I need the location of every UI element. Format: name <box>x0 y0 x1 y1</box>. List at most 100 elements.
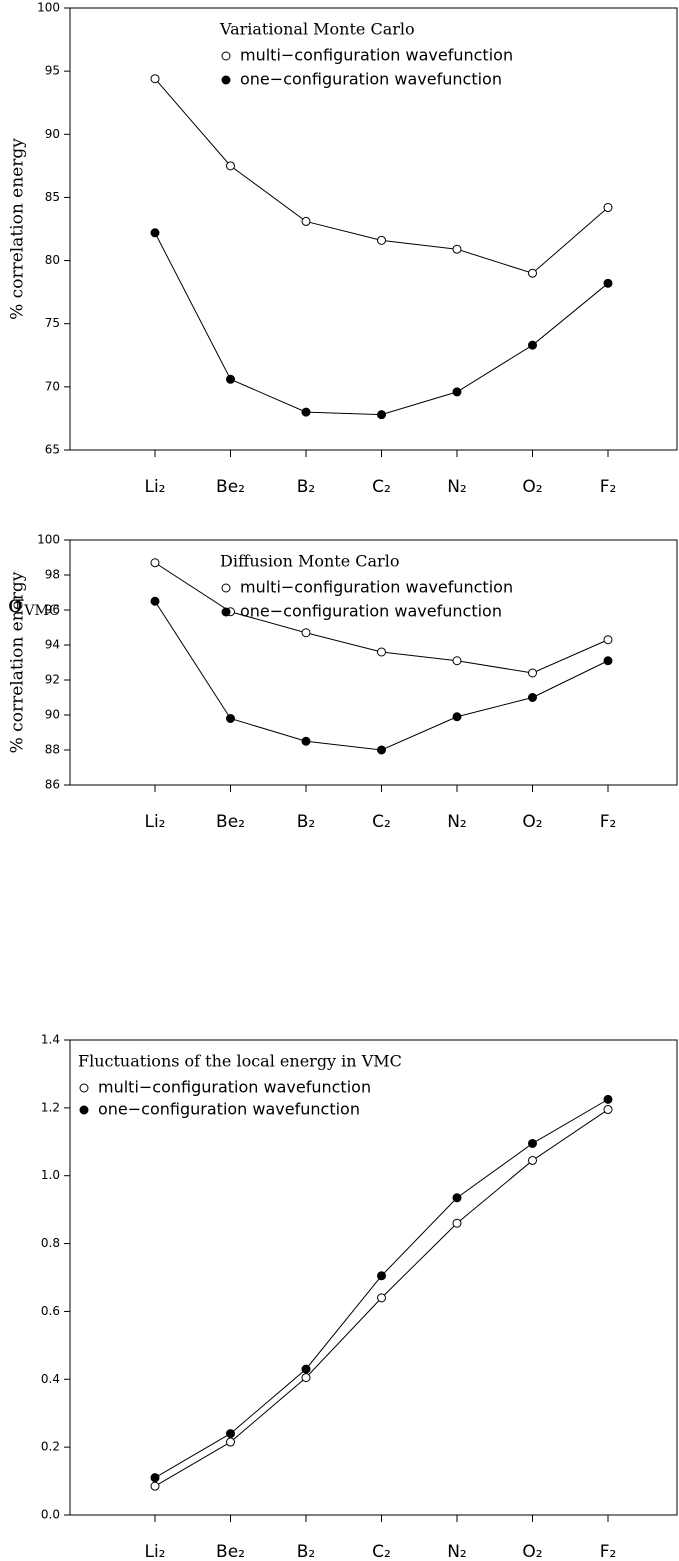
data-point <box>377 410 386 420</box>
y-tick-label: 95 <box>45 64 60 78</box>
data-point <box>528 668 537 678</box>
x-tick-label: Be₂ <box>216 477 245 497</box>
legend-marker <box>79 1105 89 1115</box>
data-point <box>377 745 386 755</box>
data-point <box>377 647 386 657</box>
data-point <box>226 374 235 384</box>
x-tick-label: F₂ <box>600 1542 617 1561</box>
legend-title: Variational Monte Carlo <box>219 20 415 39</box>
data-point <box>528 340 537 350</box>
y-tick-label: 1.0 <box>41 1168 60 1182</box>
x-tick-label: Li₂ <box>144 1542 165 1561</box>
y-tick-label: 90 <box>45 708 60 722</box>
x-tick-label: O₂ <box>522 812 542 832</box>
legend-title: Diffusion Monte Carlo <box>220 552 399 571</box>
data-point <box>528 693 537 702</box>
data-point <box>528 1155 537 1165</box>
data-point <box>150 228 160 238</box>
data-point <box>452 656 462 666</box>
x-tick-label: B₂ <box>297 477 315 497</box>
data-point <box>603 203 613 213</box>
legend-marker <box>221 583 231 593</box>
data-point <box>603 635 613 645</box>
y-tick-label: 70 <box>45 379 60 393</box>
x-tick-label: N₂ <box>447 477 467 497</box>
data-point <box>377 1271 386 1281</box>
data-point <box>603 1094 613 1104</box>
y-tick-label: 98 <box>45 568 60 582</box>
y-tick-label: 100 <box>37 533 60 547</box>
x-tick-label: O₂ <box>522 477 542 497</box>
x-tick-label: C₂ <box>372 812 391 832</box>
legend-marker <box>221 607 231 617</box>
data-point <box>452 1193 462 1203</box>
x-tick-label: O₂ <box>522 1542 542 1561</box>
data-point <box>226 1437 235 1447</box>
data-point <box>150 1481 160 1491</box>
y-tick-label: 88 <box>45 743 60 757</box>
y-tick-label: 86 <box>45 778 60 792</box>
plot-frame <box>69 539 678 786</box>
series-line <box>154 1098 609 1479</box>
y-tick-label: 0.8 <box>41 1236 60 1250</box>
legend-label: one−configuration wavefunction <box>240 70 502 89</box>
data-point <box>603 278 613 288</box>
data-point <box>150 1473 160 1483</box>
plot-frame <box>69 1039 678 1516</box>
x-tick-label: Be₂ <box>216 1542 245 1561</box>
data-point <box>452 712 462 722</box>
data-point <box>301 628 311 638</box>
data-point <box>301 407 311 417</box>
series-line <box>154 600 609 751</box>
data-point <box>452 387 462 397</box>
legend-label: multi−configuration wavefunction <box>240 578 513 597</box>
y-tick-label: 96 <box>45 603 60 617</box>
legend-title: Fluctuations of the local energy in VMC <box>78 1052 402 1071</box>
data-point <box>301 1364 311 1374</box>
x-tick-label: N₂ <box>447 1542 467 1561</box>
y-tick-label: 80 <box>45 253 60 267</box>
y-tick-label: 85 <box>45 190 60 204</box>
y-axis-label: % correlation energy <box>8 138 28 320</box>
data-point <box>226 714 235 723</box>
data-point <box>226 1429 235 1439</box>
y-tick-label: 75 <box>45 316 60 330</box>
data-point <box>150 558 160 568</box>
legend-label: one−configuration wavefunction <box>240 602 502 621</box>
series-line <box>154 232 609 416</box>
y-axis-label: σVMC <box>8 590 60 620</box>
data-point <box>301 736 311 746</box>
y-tick-label: 0.0 <box>41 1508 60 1522</box>
data-point <box>603 1105 613 1115</box>
y-tick-label: 1.2 <box>41 1100 60 1114</box>
data-point <box>452 1218 462 1228</box>
data-point <box>528 1138 537 1148</box>
data-point <box>150 596 160 606</box>
y-tick-label: 94 <box>45 638 60 652</box>
data-point <box>603 656 613 666</box>
x-tick-label: B₂ <box>297 1542 315 1561</box>
y-tick-label: 100 <box>37 1 60 15</box>
data-point <box>150 74 160 84</box>
data-point <box>377 1293 386 1303</box>
data-point <box>377 235 386 245</box>
x-tick-label: N₂ <box>447 812 467 832</box>
x-tick-label: F₂ <box>600 477 617 497</box>
legend-marker <box>79 1083 89 1093</box>
plot-frame <box>69 7 678 451</box>
x-tick-label: C₂ <box>372 477 391 497</box>
y-tick-label: 65 <box>45 443 60 457</box>
x-tick-label: Be₂ <box>216 812 245 832</box>
y-tick-label: 0.6 <box>41 1304 60 1318</box>
y-tick-label: 90 <box>45 127 60 141</box>
y-tick-label: 0.4 <box>41 1372 60 1386</box>
legend-marker <box>221 51 231 61</box>
y-tick-label: 1.4 <box>41 1033 60 1047</box>
x-tick-label: Li₂ <box>144 812 165 832</box>
legend-label: multi−configuration wavefunction <box>98 1078 371 1097</box>
y-tick-label: 92 <box>45 673 60 687</box>
data-point <box>226 161 235 171</box>
data-point <box>301 216 311 226</box>
x-tick-label: B₂ <box>297 812 315 832</box>
